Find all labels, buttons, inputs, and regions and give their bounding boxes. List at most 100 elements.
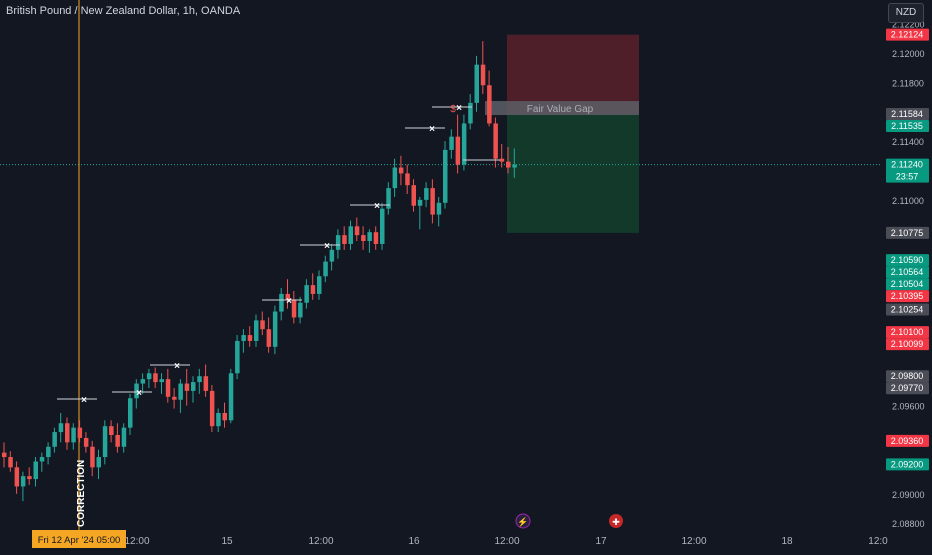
candle-body (285, 293, 290, 300)
candle-body (65, 423, 70, 443)
candle-body (159, 379, 164, 383)
flag-glyph-icon: ✚ (612, 517, 620, 527)
price-tag (886, 158, 929, 183)
take-profit-zone (507, 114, 639, 233)
candle-body (191, 382, 196, 391)
candle-body (436, 202, 442, 215)
candle-body (323, 261, 328, 277)
y-tick-label: 2.11400 (892, 137, 924, 147)
correction-label: CORRECTION (76, 460, 87, 527)
price-tag (886, 120, 929, 133)
price-tag-countdown: 23:57 (896, 172, 919, 182)
candle-body (373, 232, 379, 244)
candle-body (304, 285, 309, 303)
flag-event-icon (609, 514, 623, 528)
y-tick-label: 2.09600 (892, 402, 925, 412)
candle-body (380, 208, 385, 244)
price-tag (886, 370, 929, 383)
candle-body (279, 293, 284, 312)
price-tag (886, 326, 929, 339)
candle-body (20, 476, 26, 487)
candle-body (222, 412, 227, 421)
candle-body (172, 396, 177, 400)
price-tag (886, 108, 929, 121)
price-tag-label: 2.11240 (891, 160, 923, 170)
candle-body (2, 452, 7, 458)
liquidity-marker: $ (450, 104, 456, 115)
y-tick-label: 2.09000 (892, 490, 925, 500)
candle-body (33, 461, 38, 480)
candle-body (58, 423, 64, 433)
candle-body (27, 476, 32, 480)
candle-body (449, 136, 454, 150)
candle-body (134, 383, 139, 399)
candle-body (398, 167, 404, 174)
structure-mark: × (174, 361, 180, 372)
structure-mark: × (81, 395, 87, 406)
candle-body (266, 329, 272, 347)
structure-mark: × (429, 124, 435, 135)
price-tag (886, 254, 929, 267)
price-tag (886, 434, 929, 447)
price-tag-label: 2.10100 (891, 327, 924, 337)
x-tick-label: 12:00 (124, 536, 149, 547)
candle-body (272, 311, 278, 347)
price-tag-label: 2.10775 (891, 228, 924, 238)
price-tag (886, 458, 929, 471)
price-tag-label: 2.11535 (891, 121, 923, 131)
price-tag-label: 2.09800 (891, 371, 924, 381)
chart-title: British Pound / New Zealand Dollar, 1h, … (6, 5, 241, 17)
price-tag-label: 2.11584 (891, 109, 923, 119)
structure-mark: × (456, 103, 462, 114)
candle-body (291, 299, 297, 318)
candle-body (506, 161, 511, 168)
candle-body (83, 437, 89, 447)
price-tag (886, 278, 929, 291)
x-tick-label: 16 (408, 536, 420, 547)
candle-body (487, 85, 492, 124)
candle-body (417, 199, 423, 206)
candle-body (14, 467, 20, 487)
candle-body (405, 173, 410, 186)
candle-body (146, 373, 152, 380)
x-tick-label: 18 (781, 536, 793, 547)
candle-body (39, 457, 45, 462)
currency-button[interactable]: NZD (888, 3, 924, 23)
x-tick-label: 17 (595, 536, 607, 547)
price-tag-label: 2.10590 (891, 255, 924, 265)
candle-body (342, 235, 347, 244)
fvg-box (485, 101, 639, 116)
candle-body (392, 167, 398, 189)
candle-body (317, 276, 322, 294)
price-tag (886, 226, 929, 239)
structure-mark: × (136, 388, 142, 399)
candle-body (461, 123, 467, 165)
candle-body (443, 149, 448, 203)
candle-body (480, 64, 486, 86)
lightning-event-icon (515, 513, 531, 529)
candle-body (102, 426, 108, 458)
candle-body (455, 136, 461, 165)
y-tick-label: 2.11000 (892, 196, 924, 206)
y-tick-label: 2.08800 (892, 519, 925, 529)
candle-body (178, 383, 183, 400)
candle-body (386, 188, 391, 209)
candle-body (310, 285, 316, 294)
candle-body (474, 64, 479, 103)
price-tag (886, 266, 929, 279)
y-tick-label: 2.12200 (892, 20, 925, 30)
candle-body (8, 457, 13, 468)
candle-body (153, 373, 158, 383)
price-tag-label: 2.09770 (891, 383, 924, 393)
price-tag (886, 338, 929, 351)
candle-body (184, 383, 190, 391)
x-tick-label: 12:00 (494, 536, 519, 547)
date-tag-label: Fri 12 Apr '24 05:00 (38, 535, 121, 546)
candle-body (493, 123, 498, 159)
candle-body (468, 102, 473, 124)
date-tag (32, 530, 126, 548)
candle-body (235, 340, 240, 374)
candle-body (165, 379, 171, 397)
